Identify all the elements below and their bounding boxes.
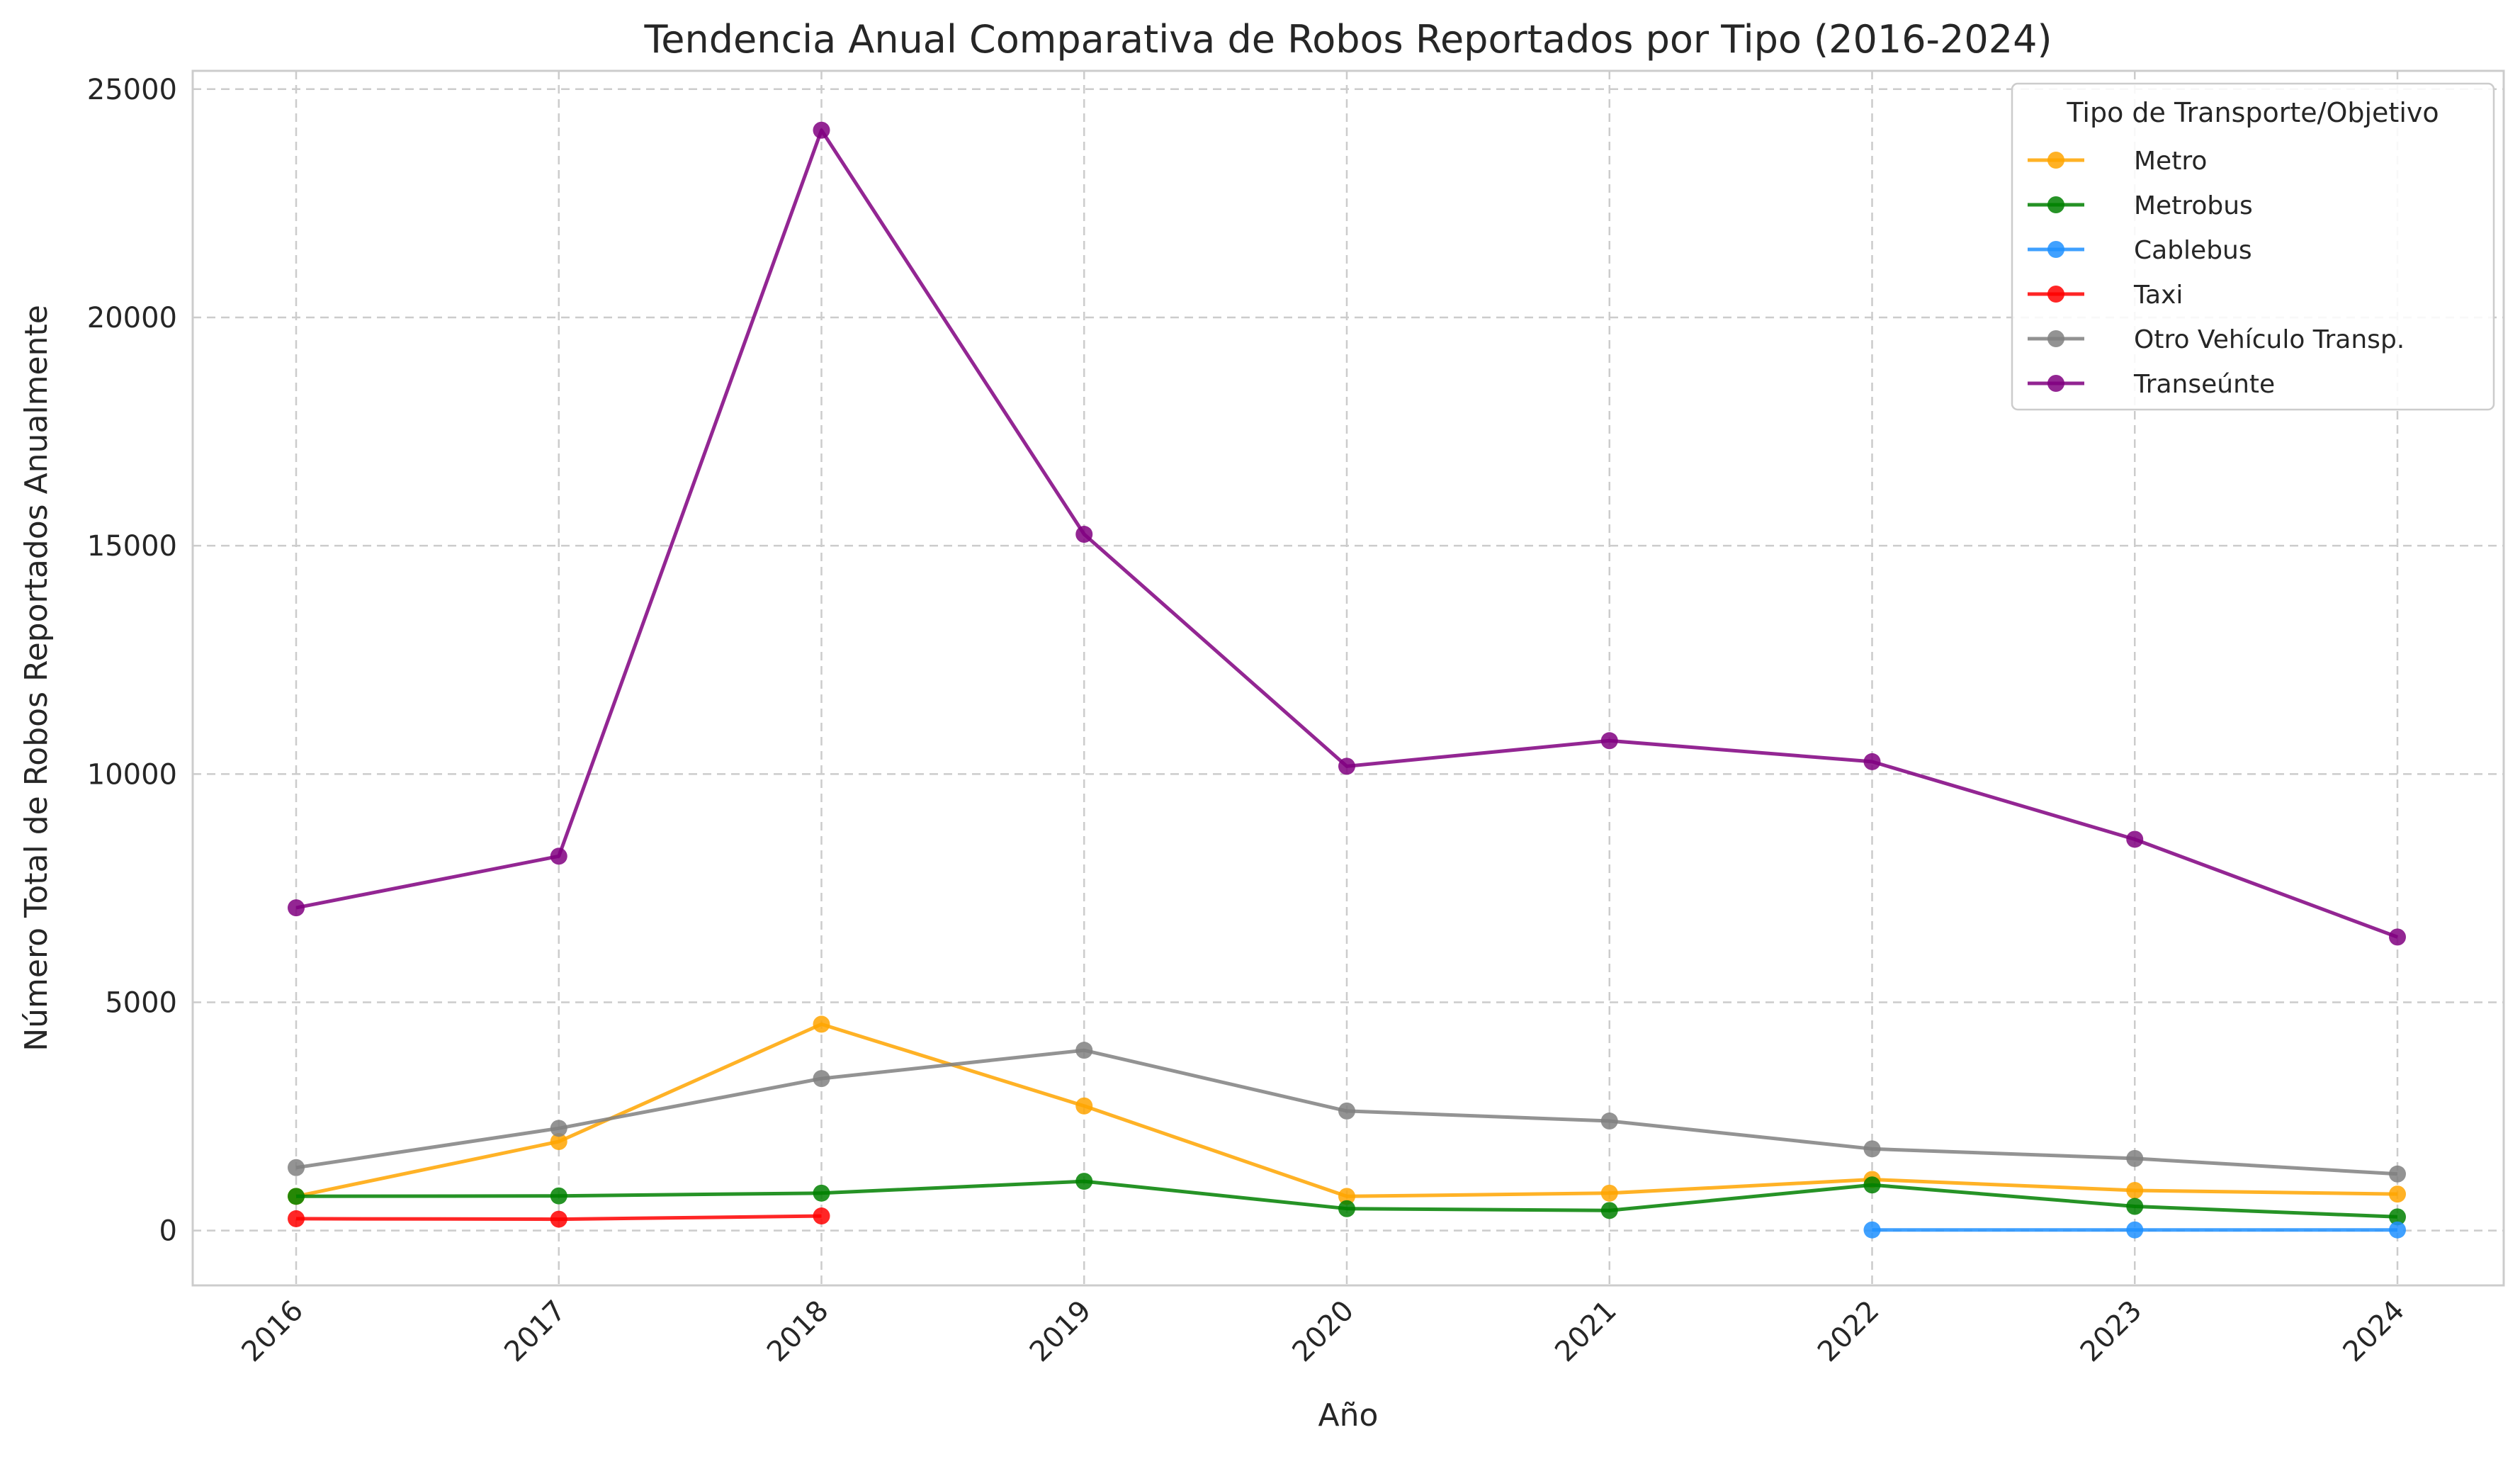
data-point-metrobus — [1863, 1176, 1881, 1194]
data-point-cablebus — [2126, 1221, 2144, 1239]
data-point-taxi — [550, 1210, 567, 1228]
y-tick-label: 25000 — [87, 74, 177, 106]
data-point-metro — [813, 1015, 830, 1033]
y-tick-label: 15000 — [87, 530, 177, 563]
data-point-transeunte — [1863, 753, 1881, 770]
data-point-transeunte — [288, 899, 305, 917]
data-point-transeunte — [813, 121, 830, 139]
data-point-metrobus — [1600, 1202, 1618, 1219]
data-point-metro — [2126, 1181, 2144, 1199]
legend-label: Otro Vehículo Transp. — [2134, 325, 2405, 354]
legend-swatch-marker — [2047, 330, 2064, 347]
legend: Tipo de Transporte/Objetivo Metro Metrobu… — [2011, 82, 2495, 411]
series-metrobus — [288, 1173, 2406, 1226]
legend-label: Taxi — [2133, 281, 2183, 310]
data-point-otro-vehiculo-transp — [813, 1070, 830, 1088]
series-layer — [288, 121, 2406, 1239]
x-tick-label: 2018 — [761, 1295, 835, 1369]
data-point-otro-vehiculo-transp — [1863, 1140, 1881, 1158]
data-point-otro-vehiculo-transp — [2126, 1149, 2144, 1167]
legend-label: Cablebus — [2134, 236, 2252, 265]
legend-items: Metro Metrobus Cablebus Taxi Otro Vehículo T… — [2028, 147, 2405, 399]
x-tick-label: 2019 — [1024, 1295, 1098, 1369]
data-point-otro-vehiculo-transp — [1338, 1102, 1355, 1120]
data-point-metrobus — [1075, 1173, 1093, 1190]
legend-swatch-marker — [2047, 241, 2064, 258]
data-point-transeunte — [1338, 757, 1355, 775]
data-point-otro-vehiculo-transp — [288, 1159, 305, 1176]
legend-item: Transeúnte — [2028, 370, 2275, 399]
data-point-metro — [1600, 1184, 1618, 1202]
grid — [193, 71, 2504, 1285]
plot-frame — [191, 69, 2505, 1287]
data-point-otro-vehiculo-transp — [1600, 1112, 1618, 1130]
data-point-metrobus — [550, 1187, 567, 1205]
data-point-metrobus — [1338, 1200, 1355, 1217]
legend-label: Transeúnte — [2133, 370, 2275, 399]
chart-title: Tendencia Anual Comparativa de Robos Rep… — [643, 17, 2052, 62]
data-point-transeunte — [550, 847, 567, 865]
series-cablebus — [1863, 1221, 2406, 1239]
data-point-cablebus — [2389, 1221, 2406, 1239]
legend-swatch-marker — [2047, 375, 2064, 392]
x-tick-label: 2023 — [2074, 1295, 2149, 1369]
legend-label: Metro — [2134, 147, 2207, 176]
x-axis-label: Año — [1318, 1397, 1379, 1433]
data-point-metrobus — [2389, 1208, 2406, 1226]
x-tick-label: 2017 — [498, 1295, 572, 1369]
data-point-metro — [1338, 1188, 1355, 1205]
data-point-metro — [1075, 1097, 1093, 1115]
data-point-transeunte — [2389, 928, 2406, 946]
data-point-cablebus — [1863, 1221, 1881, 1239]
legend-label: Metrobus — [2134, 191, 2253, 220]
y-tick-label: 20000 — [87, 302, 177, 334]
legend-item: Metrobus — [2028, 191, 2253, 220]
legend-swatch-marker — [2047, 286, 2064, 303]
data-point-transeunte — [1075, 526, 1093, 543]
legend-item: Metro — [2028, 147, 2207, 176]
y-tick-label: 5000 — [105, 986, 177, 1019]
legend-item: Taxi — [2028, 281, 2183, 310]
data-point-otro-vehiculo-transp — [550, 1120, 567, 1137]
x-tick-label: 2021 — [1549, 1295, 1623, 1369]
data-point-taxi — [813, 1207, 830, 1225]
legend-title: Tipo de Transporte/Objetivo — [2066, 97, 2439, 128]
data-point-otro-vehiculo-transp — [2389, 1165, 2406, 1183]
y-axis-label: Número Total de Robos Reportados Anualme… — [18, 305, 55, 1052]
legend-item: Otro Vehículo Transp. — [2028, 325, 2405, 354]
legend-swatch-marker — [2047, 196, 2064, 213]
x-tick-label: 2024 — [2337, 1295, 2412, 1369]
x-tick-label: 2022 — [1812, 1295, 1886, 1369]
data-point-metro — [2389, 1185, 2406, 1203]
data-point-metrobus — [288, 1188, 305, 1205]
y-tick-label: 10000 — [87, 758, 177, 791]
data-point-metro — [550, 1133, 567, 1151]
data-point-metrobus — [813, 1184, 830, 1202]
data-point-transeunte — [1600, 732, 1618, 750]
legend-item: Cablebus — [2028, 236, 2252, 265]
y-tick-label: 0 — [159, 1215, 177, 1248]
series-otro-vehiculo-transp — [288, 1042, 2406, 1183]
data-point-transeunte — [2126, 830, 2144, 848]
data-point-taxi — [288, 1210, 305, 1227]
x-tick-label: 2016 — [236, 1295, 310, 1369]
legend-swatch-marker — [2047, 152, 2064, 169]
series-taxi — [288, 1207, 830, 1228]
series-transeunte — [288, 121, 2406, 946]
legend-box — [2011, 82, 2495, 411]
data-point-metrobus — [2126, 1198, 2144, 1215]
x-tick-label: 2020 — [1287, 1295, 1361, 1369]
data-point-otro-vehiculo-transp — [1075, 1042, 1093, 1059]
